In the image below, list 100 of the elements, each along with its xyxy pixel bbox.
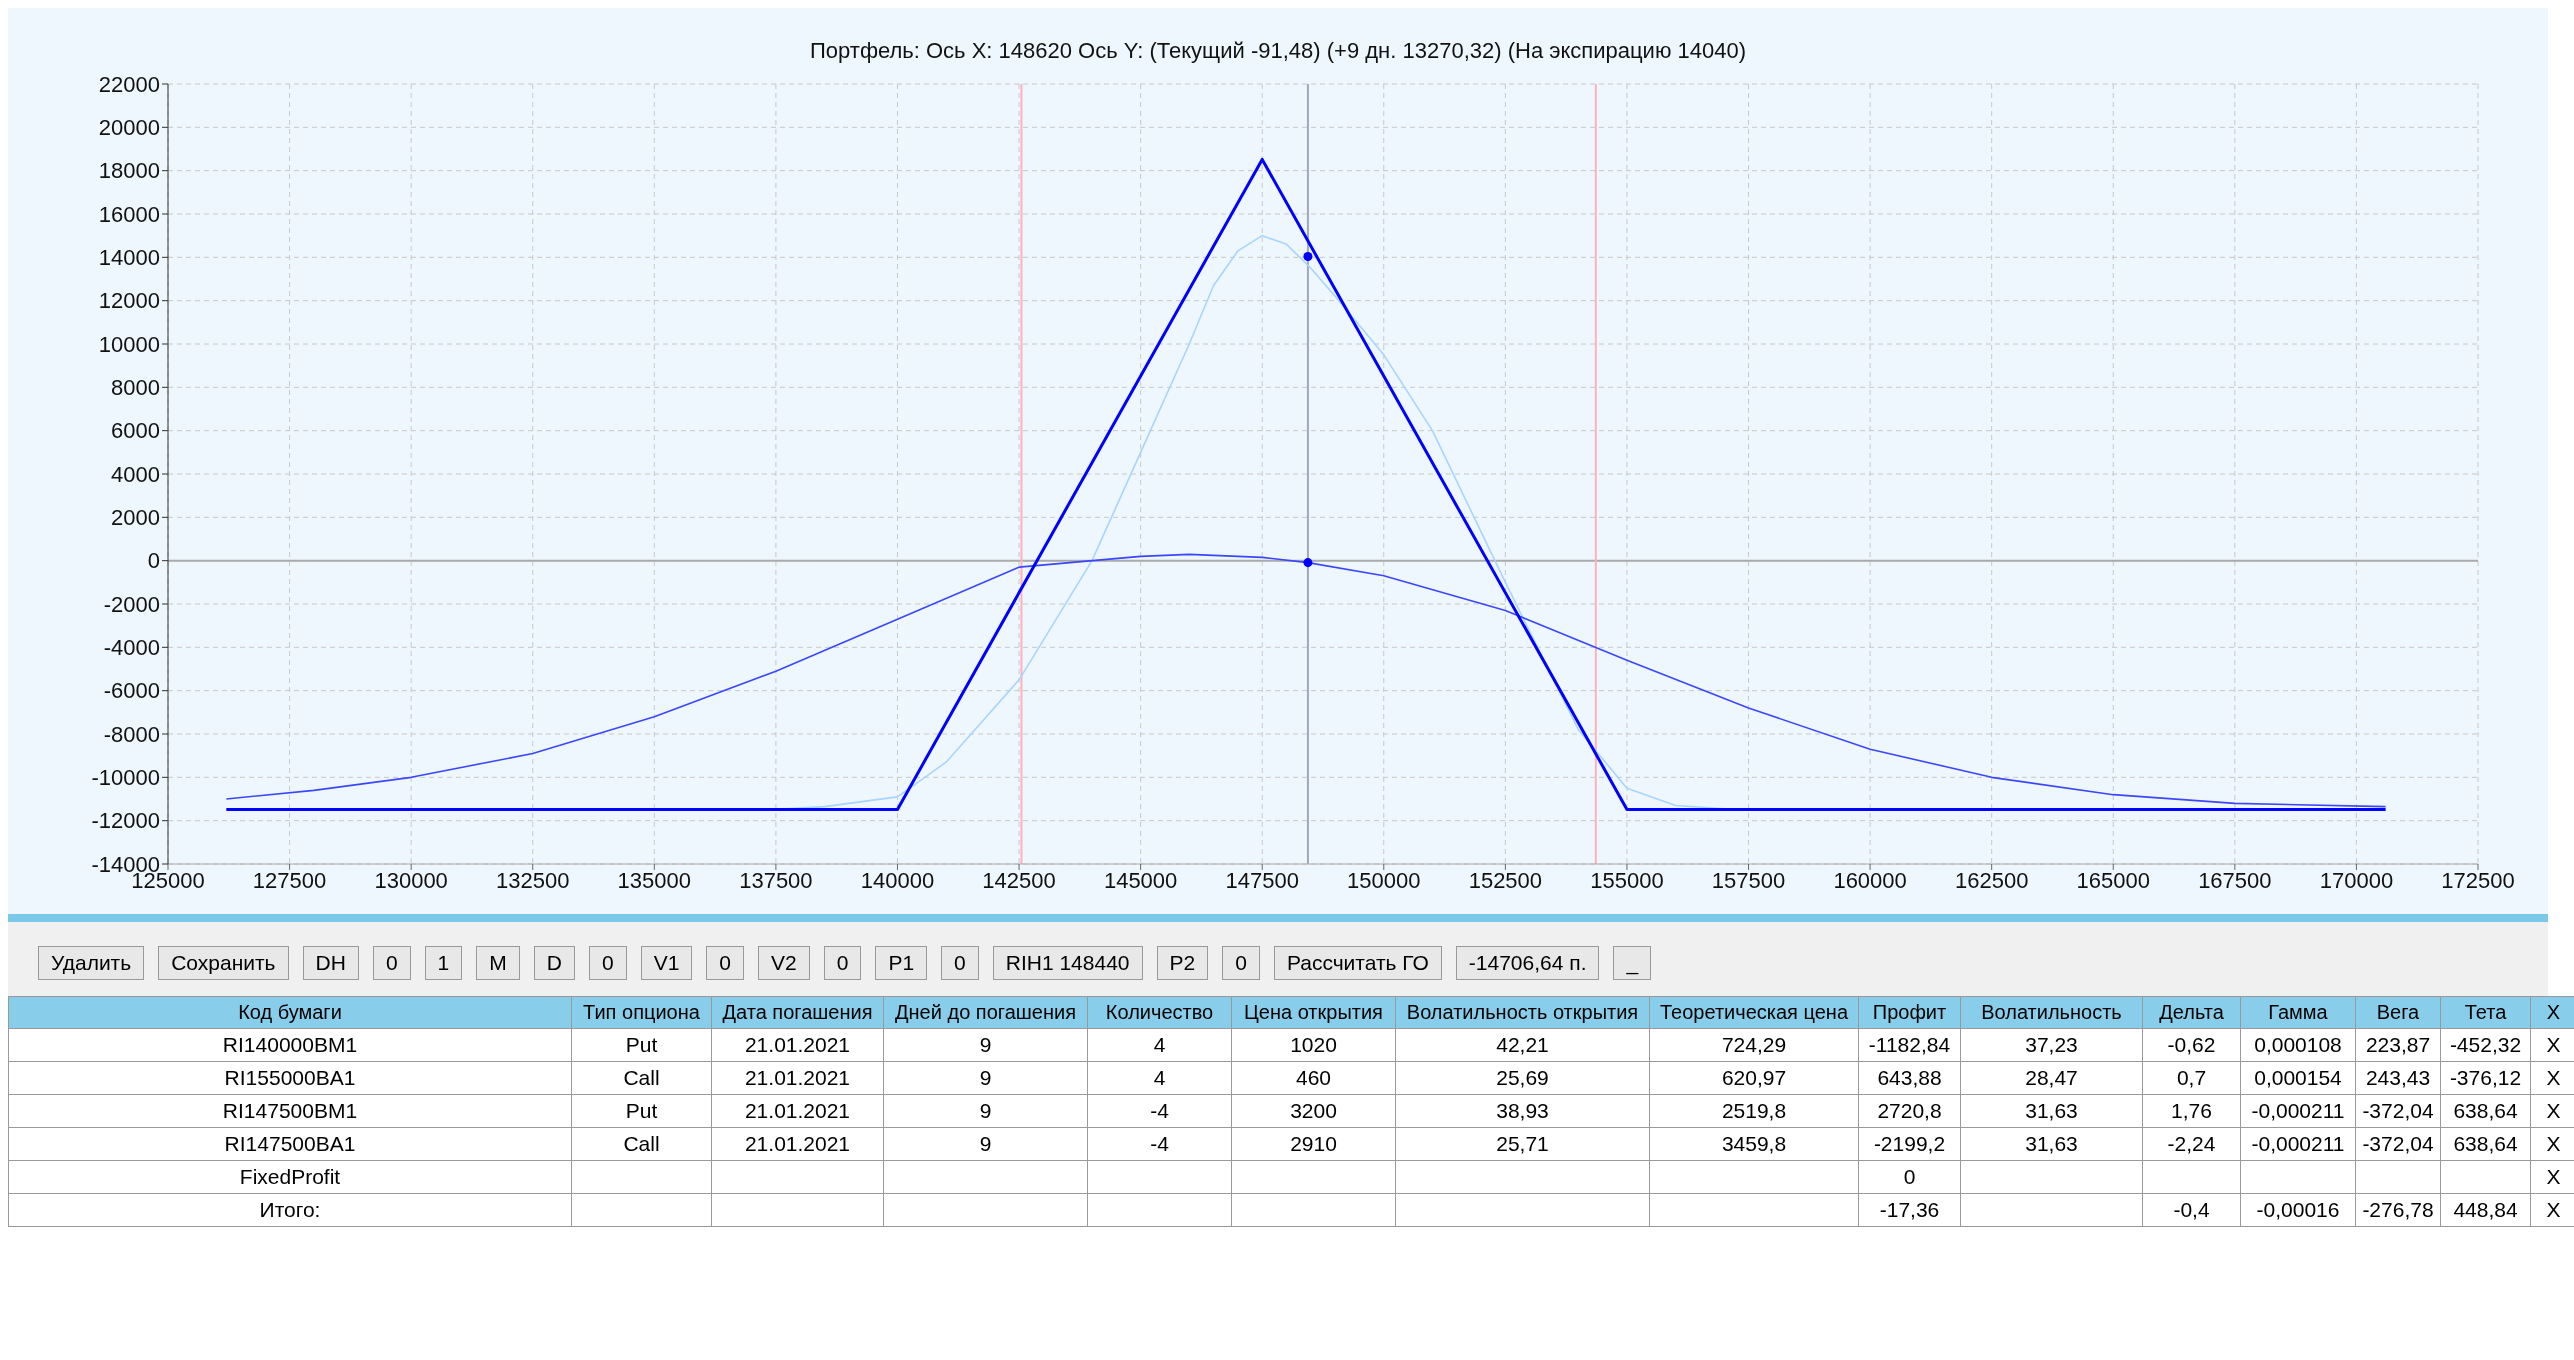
y-tick-label: 8000 — [111, 375, 160, 401]
y-tick-label: 0 — [147, 548, 160, 574]
text: -4 — [1150, 1132, 1169, 1155]
y-tick-label: -6000 — [103, 678, 160, 704]
category-label: Профит — [1858, 996, 1961, 1029]
x-tick-label: 137500 — [739, 867, 813, 893]
text: X — [2546, 1033, 2561, 1056]
text: Рассчитать ГО — [1273, 946, 1442, 980]
y-tick-label: 2000 — [111, 505, 160, 531]
text: 643,88 — [1877, 1066, 1942, 1089]
y-tick-label: 4000 — [111, 461, 160, 487]
y-tick-label: -2000 — [103, 591, 160, 617]
category-label: Дельта — [2142, 996, 2241, 1029]
text: 620,97 — [1721, 1066, 1787, 1089]
text: -372,04 — [2362, 1099, 2434, 1122]
text: -2199,2 — [1873, 1132, 1946, 1155]
text: 0 — [372, 946, 411, 980]
text: -452,32 — [2449, 1033, 2522, 1056]
x-tick-label: 162500 — [1954, 867, 2029, 893]
text: 38,93 — [1496, 1099, 1549, 1122]
category-label: Волатильность — [1960, 996, 2143, 1029]
text: 25,69 — [1496, 1066, 1549, 1089]
text: -0,4 — [2173, 1198, 2210, 1221]
category-label: X — [2530, 996, 2574, 1029]
text: 21.01.2021 — [744, 1033, 851, 1056]
text: 4 — [1153, 1066, 1166, 1089]
category-label: Дата погашения — [711, 996, 884, 1029]
y-tick-label: 14000 — [98, 245, 160, 271]
text: -2,24 — [2167, 1132, 2216, 1155]
y-tick-label: 22000 — [98, 71, 160, 97]
text: -276,78 — [2362, 1198, 2434, 1221]
text: RI147500BM1 — [222, 1099, 358, 1122]
text: M — [476, 946, 520, 980]
text: 0 — [1903, 1165, 1916, 1188]
text: -14706,64 п. — [1455, 946, 1600, 980]
text: Call — [623, 1132, 660, 1155]
text: 9 — [979, 1099, 992, 1122]
text: X — [2546, 1132, 2561, 1155]
x-tick-label: 157500 — [1711, 867, 1786, 893]
text: X — [2546, 1198, 2561, 1221]
text: RIH1 148440 — [992, 946, 1143, 980]
text: P2 — [1156, 946, 1209, 980]
text: 9 — [979, 1033, 992, 1056]
category-label: Дней до погашения — [883, 996, 1088, 1029]
text: V2 — [758, 946, 810, 980]
category-label: Вега — [2355, 996, 2441, 1029]
x-tick-label: 170000 — [2319, 867, 2394, 893]
y-tick-label: 16000 — [98, 201, 160, 227]
category-label: Код бумаги — [8, 996, 572, 1029]
x-tick-label: 130000 — [374, 867, 448, 893]
text: 37,23 — [2025, 1033, 2078, 1056]
text: 0,000108 — [2254, 1033, 2342, 1056]
category-label: Гамма — [2240, 996, 2356, 1029]
text: P1 — [875, 946, 928, 980]
text: 21.01.2021 — [744, 1099, 851, 1122]
x-tick-label: 127500 — [252, 867, 327, 893]
line-series — [225, 553, 2387, 808]
x-tick-label: 142500 — [982, 867, 1056, 893]
text: DH — [302, 946, 359, 980]
y-tick-label: -4000 — [103, 635, 160, 661]
text: 4 — [1153, 1033, 1166, 1056]
text: _ — [1613, 946, 1652, 980]
text: 2910 — [1290, 1132, 1337, 1155]
text: Итого: — [259, 1198, 321, 1221]
text: 1020 — [1290, 1033, 1337, 1056]
text: 0 — [823, 946, 862, 980]
category-label: Тета — [2440, 996, 2531, 1029]
y-tick-label: 20000 — [98, 115, 160, 141]
x-tick-label: 165000 — [2076, 867, 2150, 893]
text: -0,000211 — [2251, 1132, 2345, 1155]
y-tick-label: -10000 — [91, 765, 160, 791]
text: 0 — [941, 946, 979, 980]
text: 448,84 — [2453, 1198, 2518, 1221]
text: 0 — [706, 946, 744, 980]
y-tick-label: -8000 — [103, 721, 160, 747]
text: X — [2546, 1099, 2561, 1122]
text: 1,76 — [2171, 1099, 2212, 1122]
text: 638,64 — [2453, 1099, 2518, 1122]
text: 21.01.2021 — [744, 1066, 851, 1089]
text: 31,63 — [2025, 1099, 2078, 1122]
text: Put — [625, 1033, 658, 1056]
text: 1 — [424, 946, 463, 980]
text: X — [2546, 1165, 2561, 1188]
text: 28,47 — [2025, 1066, 2078, 1089]
text: -372,04 — [2362, 1132, 2434, 1155]
text: -1182,84 — [1868, 1033, 1951, 1056]
text: -0,62 — [2167, 1033, 2216, 1056]
category-label: Тип опциона — [571, 996, 712, 1029]
text: 0 — [1222, 946, 1260, 980]
text: 9 — [979, 1132, 992, 1155]
text: 3459,8 — [1721, 1132, 1787, 1155]
text: V1 — [640, 946, 693, 980]
x-tick-label: 160000 — [1833, 867, 1907, 893]
x-tick-label: 155000 — [1590, 867, 1664, 893]
text: -0,00016 — [2256, 1198, 2340, 1221]
text: 42,21 — [1496, 1033, 1549, 1056]
x-tick-label: 145000 — [1103, 867, 1178, 893]
text: 25,71 — [1496, 1132, 1549, 1155]
text: -17,36 — [1879, 1198, 1940, 1221]
text: D — [533, 946, 575, 980]
